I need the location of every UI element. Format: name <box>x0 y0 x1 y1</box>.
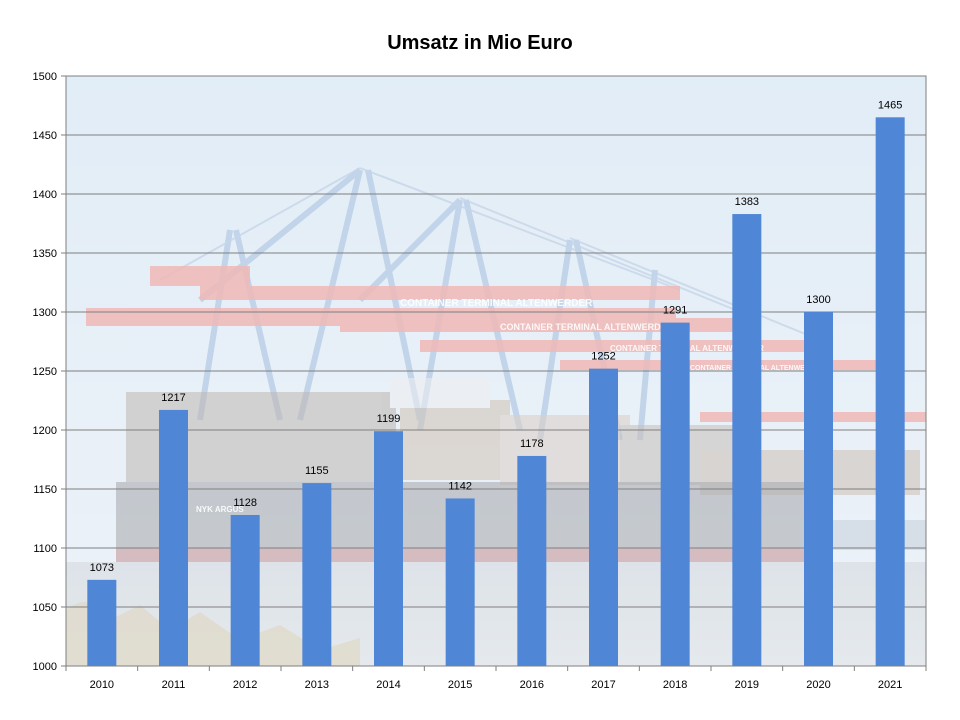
x-tick-label-2011: 2011 <box>162 679 186 691</box>
y-tick-label: 1450 <box>33 130 57 142</box>
data-label-2017: 1252 <box>591 351 615 363</box>
bar-2010 <box>87 579 117 666</box>
y-tick-label: 1050 <box>33 602 57 614</box>
bar-2011 <box>159 409 188 666</box>
bar-2015 <box>445 498 475 666</box>
x-tick-label-2016: 2016 <box>520 679 544 691</box>
chart-title: Umsatz in Mio Euro <box>387 32 573 54</box>
data-label-2018: 1291 <box>663 305 687 317</box>
data-label-2015: 1142 <box>448 480 472 492</box>
y-tick-label: 1300 <box>33 307 57 319</box>
bar-2016 <box>517 455 547 666</box>
crane-sign-text-1: CONTAINER TERMINAL ALTENWERDER <box>400 298 593 309</box>
x-tick-label-2015: 2015 <box>448 679 472 691</box>
y-tick-label: 1400 <box>33 189 57 201</box>
y-tick-label: 1000 <box>33 661 57 673</box>
bar-2017 <box>589 368 618 666</box>
x-tick-label-2010: 2010 <box>90 679 114 691</box>
data-label-2020: 1300 <box>806 294 830 306</box>
x-tick-label-2017: 2017 <box>591 679 615 691</box>
bar-2018 <box>660 322 690 666</box>
x-tick-label-2019: 2019 <box>735 679 759 691</box>
y-tick-label: 1500 <box>33 71 57 83</box>
data-label-2014: 1199 <box>377 413 401 425</box>
bar-2019 <box>732 214 762 666</box>
bars <box>87 117 905 667</box>
bar-2021 <box>875 117 905 667</box>
data-label-2021: 1465 <box>878 99 902 111</box>
data-label-2019: 1383 <box>735 196 759 208</box>
ship-name-text: NYK ARGUS <box>196 505 244 514</box>
x-tick-label-2012: 2012 <box>233 679 257 691</box>
bar-2012 <box>230 514 260 666</box>
x-tick-label-2018: 2018 <box>663 679 687 691</box>
data-label-2013: 1155 <box>305 465 329 477</box>
data-label-2016: 1178 <box>520 438 544 450</box>
y-tick-label: 1350 <box>33 248 57 260</box>
x-tick-label-2014: 2014 <box>376 679 400 691</box>
bar-2013 <box>302 483 332 666</box>
y-tick-label: 1100 <box>33 543 57 555</box>
labels: 1000 1050 1100 1150 1200 1250 1300 1350 1400 1450… <box>33 71 903 691</box>
data-label-2010: 1073 <box>90 562 114 574</box>
x-tick-label-2013: 2013 <box>305 679 329 691</box>
y-tick-label: 1200 <box>33 425 57 437</box>
bar-2020 <box>804 312 833 666</box>
y-tick-label: 1250 <box>33 366 57 378</box>
data-label-2012: 1128 <box>233 497 257 509</box>
x-tick-label-2020: 2020 <box>806 679 830 691</box>
x-tick-label-2021: 2021 <box>878 679 902 691</box>
bar-2014 <box>374 431 403 666</box>
crane-sign-text-2: CONTAINER TERMINAL ALTENWERDER <box>500 322 674 332</box>
data-label-2011: 1217 <box>161 392 185 404</box>
y-tick-label: 1150 <box>33 484 57 496</box>
axes <box>61 75 927 671</box>
